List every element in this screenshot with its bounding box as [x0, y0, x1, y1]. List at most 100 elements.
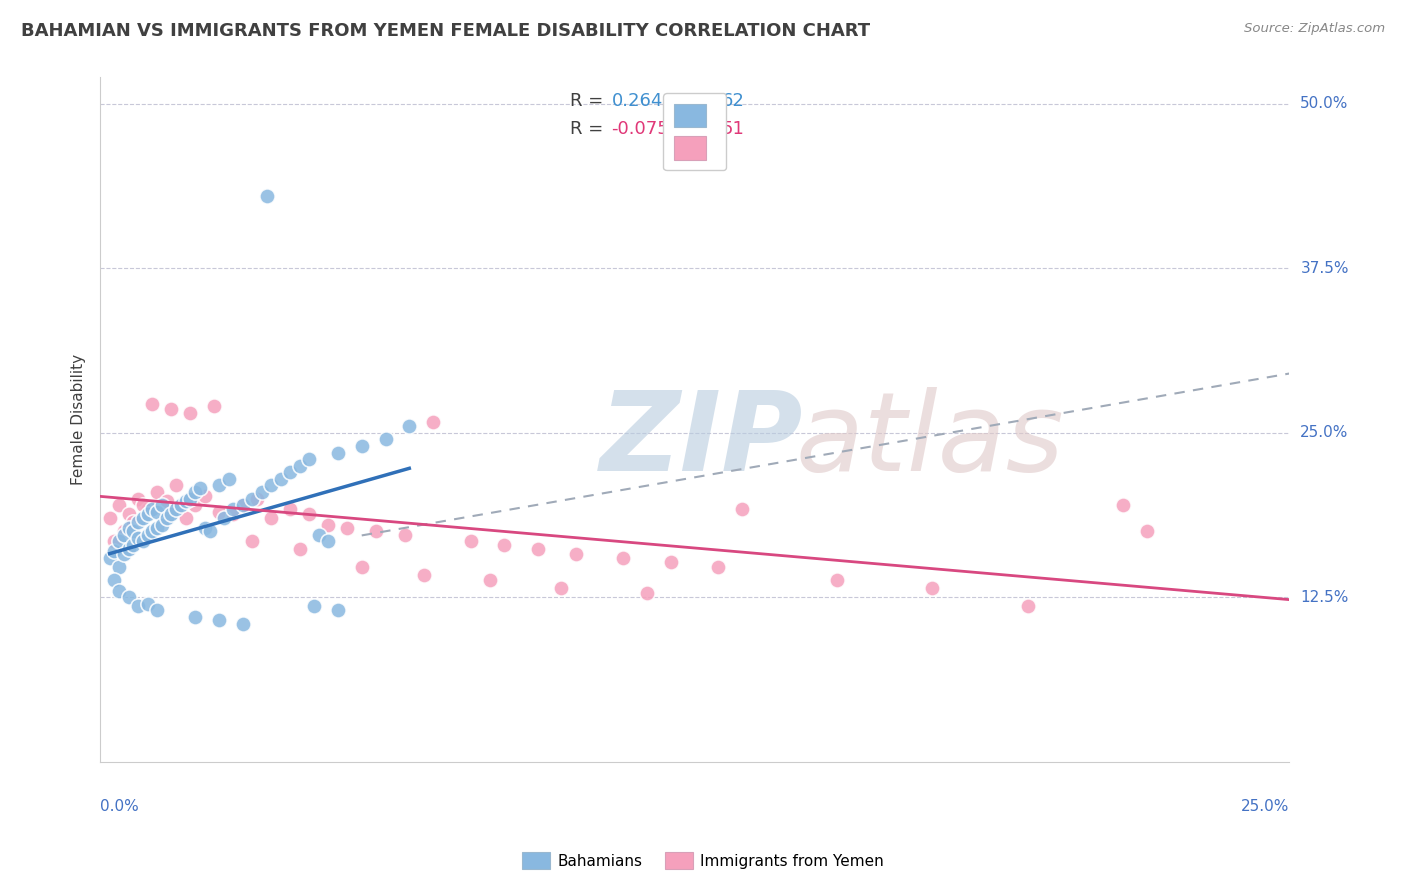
Point — [132, 511, 155, 525]
Text: 62: 62 — [723, 93, 745, 111]
Text: R =: R = — [569, 120, 609, 137]
Text: 0.0%: 0.0% — [100, 799, 139, 814]
Point — [232, 616, 254, 631]
Point — [132, 498, 155, 512]
Point — [150, 517, 173, 532]
Point — [141, 524, 163, 539]
Point — [136, 528, 159, 542]
Point — [659, 555, 682, 569]
Point — [127, 599, 149, 614]
Point — [146, 485, 169, 500]
Point — [174, 511, 197, 525]
Point — [141, 397, 163, 411]
Point — [1135, 524, 1157, 539]
Point — [202, 400, 225, 414]
Point — [208, 505, 231, 519]
Point — [141, 502, 163, 516]
Point — [288, 458, 311, 473]
Text: 12.5%: 12.5% — [1301, 590, 1348, 605]
Point — [218, 472, 240, 486]
Point — [256, 189, 278, 203]
Point — [103, 544, 125, 558]
Point — [326, 445, 349, 459]
Point — [565, 547, 588, 561]
Point — [174, 494, 197, 508]
Point — [827, 573, 849, 587]
Text: N =: N = — [683, 93, 723, 111]
Point — [118, 541, 141, 556]
Point — [118, 520, 141, 534]
Point — [550, 581, 572, 595]
Point — [208, 613, 231, 627]
Point — [260, 511, 283, 525]
Point — [731, 502, 754, 516]
Text: 25.0%: 25.0% — [1301, 425, 1348, 441]
Text: atlas: atlas — [796, 386, 1064, 493]
Point — [460, 533, 482, 548]
Point — [280, 502, 302, 516]
Text: 0.264: 0.264 — [612, 93, 662, 111]
Point — [108, 498, 131, 512]
Point — [364, 524, 387, 539]
Point — [136, 502, 159, 516]
Y-axis label: Female Disability: Female Disability — [72, 354, 86, 485]
Point — [308, 528, 330, 542]
Point — [112, 524, 135, 539]
Point — [103, 573, 125, 587]
Point — [146, 520, 169, 534]
Point — [280, 465, 302, 479]
Point — [398, 419, 420, 434]
Point — [921, 581, 943, 595]
Point — [212, 511, 235, 525]
Point — [636, 586, 658, 600]
Point — [326, 603, 349, 617]
Point — [194, 489, 217, 503]
Point — [170, 498, 193, 512]
Point — [394, 528, 416, 542]
Text: N =: N = — [683, 120, 723, 137]
Point — [118, 508, 141, 522]
Point — [208, 478, 231, 492]
Point — [98, 511, 121, 525]
Point — [150, 498, 173, 512]
Point — [707, 560, 730, 574]
Text: ZIP: ZIP — [599, 386, 803, 493]
Text: BAHAMIAN VS IMMIGRANTS FROM YEMEN FEMALE DISABILITY CORRELATION CHART: BAHAMIAN VS IMMIGRANTS FROM YEMEN FEMALE… — [21, 22, 870, 40]
Text: -0.075: -0.075 — [612, 120, 669, 137]
Point — [350, 439, 373, 453]
Point — [1112, 498, 1135, 512]
Point — [156, 511, 179, 525]
Point — [122, 538, 145, 552]
Text: 25.0%: 25.0% — [1241, 799, 1289, 814]
Point — [108, 560, 131, 574]
Point — [160, 402, 183, 417]
Point — [302, 599, 325, 614]
Point — [108, 533, 131, 548]
Text: 50.0%: 50.0% — [1301, 96, 1348, 112]
Point — [412, 568, 434, 582]
Point — [127, 515, 149, 529]
Legend: Bahamians, Immigrants from Yemen: Bahamians, Immigrants from Yemen — [516, 846, 890, 875]
Point — [184, 610, 207, 624]
Point — [1017, 599, 1039, 614]
Point — [179, 406, 201, 420]
Point — [198, 524, 221, 539]
Point — [188, 481, 211, 495]
Point — [288, 541, 311, 556]
Point — [160, 508, 183, 522]
Point — [184, 498, 207, 512]
Point — [232, 498, 254, 512]
Point — [374, 433, 396, 447]
Text: R =: R = — [569, 93, 609, 111]
Point — [240, 491, 263, 506]
Point — [246, 491, 269, 506]
Point — [146, 505, 169, 519]
Point — [122, 524, 145, 539]
Point — [118, 591, 141, 605]
Point — [156, 494, 179, 508]
Point — [612, 550, 634, 565]
Point — [336, 520, 359, 534]
Point — [127, 531, 149, 545]
Point — [250, 485, 273, 500]
Point — [422, 415, 444, 429]
